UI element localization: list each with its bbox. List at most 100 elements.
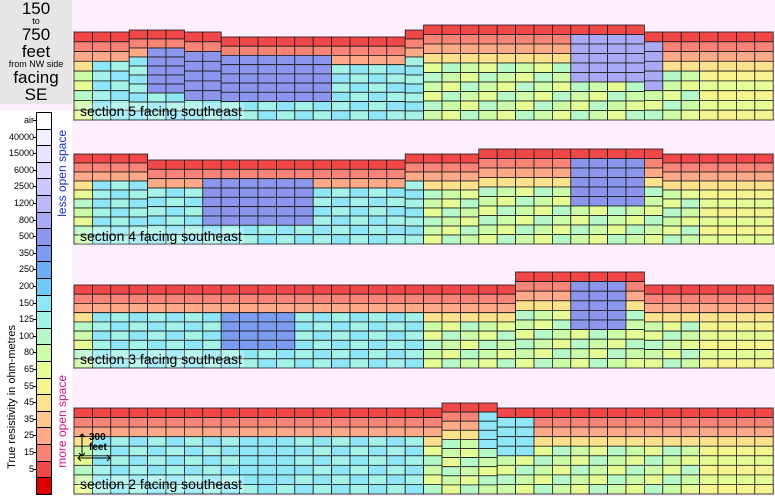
section-cell (478, 420, 498, 431)
legend-label: 15000 (8, 148, 34, 159)
section-cell (73, 330, 93, 341)
section-cell (570, 281, 590, 292)
section-cell (239, 187, 259, 198)
section-cell (147, 47, 167, 58)
section-cell (496, 186, 517, 197)
section-cell (386, 36, 406, 47)
section-cell (404, 436, 425, 447)
section-cell (331, 455, 351, 466)
section-cell (478, 186, 498, 197)
section-cell (644, 358, 664, 369)
section-cell (754, 455, 774, 466)
section-cell (515, 72, 535, 83)
section-cell (441, 438, 461, 449)
section-cell (183, 178, 204, 189)
section-cell (165, 187, 185, 198)
section-cell (717, 330, 737, 341)
section-cell (496, 81, 517, 92)
section-cell (607, 426, 627, 438)
section-cell (736, 189, 756, 200)
section-cell (73, 216, 93, 227)
section-cell (239, 464, 259, 476)
section-cell (331, 474, 351, 485)
section-cell (607, 215, 627, 226)
section-cell (183, 90, 204, 101)
section-cell (202, 196, 222, 208)
section-cell (699, 407, 719, 419)
section-cell (625, 196, 645, 207)
section-cell (312, 55, 333, 66)
section-cell (275, 206, 296, 217)
section-cell (239, 64, 259, 75)
section-cell (662, 31, 682, 43)
section-cell (552, 455, 572, 466)
section-cell (496, 177, 517, 188)
section-cell (459, 162, 480, 173)
section-cell (367, 293, 388, 304)
section-cell (533, 436, 553, 447)
section-cell (533, 62, 553, 73)
section-cell (404, 464, 425, 476)
section-cell (588, 290, 609, 302)
section-cell (312, 206, 333, 217)
section-cell (478, 215, 498, 226)
section-cell (220, 159, 240, 170)
section-cell (128, 417, 148, 428)
section-cell (662, 80, 682, 92)
section-cell (128, 284, 148, 295)
section-cell (128, 47, 148, 58)
section-cell (128, 198, 148, 209)
section-cell (478, 72, 498, 83)
section-cell (515, 167, 535, 178)
section-cell (478, 234, 498, 245)
section-cell (680, 284, 701, 295)
section-cell (331, 321, 351, 332)
section-cell (515, 436, 535, 447)
section-cell (607, 43, 627, 54)
section-cell (275, 464, 296, 476)
section-cell (644, 90, 664, 101)
section-grid (73, 24, 774, 121)
section-cell (570, 91, 590, 102)
section-cell (441, 475, 461, 486)
section-cell (275, 284, 296, 295)
section-cell (588, 234, 609, 245)
section-cell (367, 234, 388, 245)
section-cell (607, 290, 627, 302)
section-cell (496, 339, 517, 350)
section-cell (607, 110, 627, 121)
section-cell (128, 436, 148, 447)
section-cell (644, 158, 664, 169)
section-cell (110, 207, 130, 218)
section-cell (496, 426, 517, 438)
section-cell (607, 417, 627, 428)
section-cell (588, 309, 609, 321)
section-cell (644, 407, 664, 419)
section-cell (367, 110, 388, 121)
section-cell (110, 464, 130, 476)
section-cell (128, 56, 148, 67)
section-cell (607, 177, 627, 188)
section-cell (275, 455, 296, 466)
section-cell (570, 177, 590, 188)
section-cell (183, 330, 204, 341)
section-cell (147, 168, 167, 180)
section-cell (423, 464, 443, 476)
section-cell (128, 29, 148, 40)
section-cell (736, 312, 756, 323)
section-cell (386, 168, 406, 180)
section-cell (294, 187, 314, 198)
section-cell (625, 177, 645, 188)
section-cell (165, 178, 185, 189)
section-cell (754, 234, 774, 245)
section-cell (570, 72, 590, 83)
section-cell (128, 74, 148, 85)
section-cell (349, 55, 369, 66)
section-cell (644, 284, 664, 295)
section-cell (331, 110, 351, 121)
section-cell (552, 72, 572, 83)
section-cell (754, 225, 774, 236)
section-cell (220, 196, 240, 208)
section-cell (754, 51, 774, 62)
section-cell (183, 464, 204, 476)
